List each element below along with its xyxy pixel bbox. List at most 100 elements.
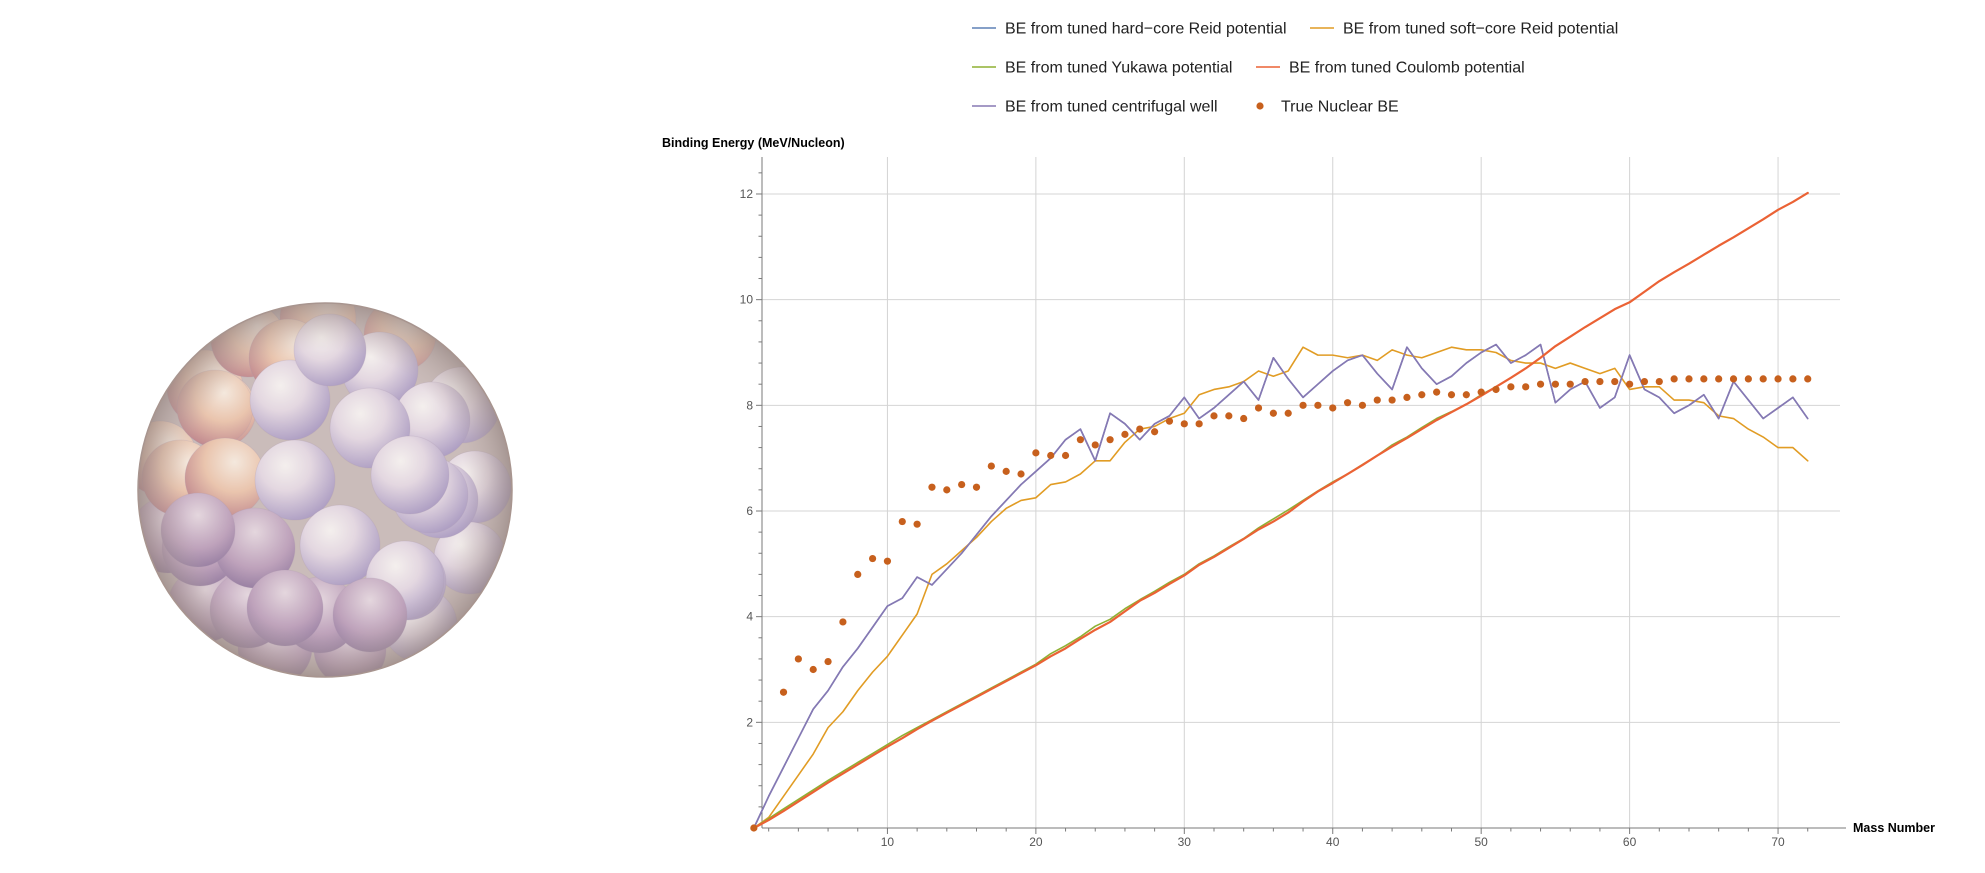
data-point [1729,375,1738,383]
x-tick-label: 40 [1326,835,1340,849]
data-point [1626,380,1634,388]
data-point [1670,375,1678,383]
data-point [1536,380,1545,388]
data-point [854,570,862,578]
series-line [753,346,1809,829]
data-point [1581,377,1589,386]
data-point [958,480,966,489]
data-point [1225,412,1233,420]
series-be-from-tuned-coulomb-potential [752,191,1809,830]
data-point [1507,383,1515,391]
data-point [1180,420,1188,428]
data-point [839,618,847,626]
data-point [1002,467,1010,475]
x-axis-label: Mass Number [1853,821,1935,835]
nucleus-shell-rim [137,302,513,678]
data-point [1685,375,1693,383]
legend-label: BE from tuned Yukawa potential [1005,60,1232,77]
data-point [794,655,802,663]
legend-label: BE from tuned Coulomb potential [1289,60,1525,77]
data-point [1091,441,1099,449]
data-point [1759,375,1767,383]
data-point [1165,417,1174,425]
series-layer [750,191,1812,832]
series-be-from-tuned-hard-core-reid-potential [753,343,1809,829]
data-point [1433,388,1441,396]
data-point [943,486,951,494]
series-be-from-tuned-centrifugal-well [753,343,1809,829]
data-point [987,462,995,470]
data-point [1061,451,1070,460]
axes [761,157,1846,829]
legend-label: BE from tuned hard−core Reid potential [1005,21,1287,38]
data-point [750,824,758,832]
data-point [1715,375,1723,383]
data-point [1269,409,1277,417]
data-point [1017,470,1025,478]
data-point [1373,396,1381,404]
data-point [1744,375,1752,383]
data-point [1522,383,1530,391]
data-point [1774,375,1782,383]
y-tick-label: 6 [746,504,753,518]
legend-swatch [1256,102,1264,110]
data-point [898,517,906,526]
data-point [1477,388,1485,396]
data-point [1254,404,1263,412]
data-point [1403,393,1411,401]
legend-item-be-from-tuned-centrifugal-well: BE from tuned centrifugal well [972,99,1218,116]
data-point [1299,401,1307,409]
data-point [1789,375,1797,383]
data-point [1047,451,1055,460]
series-line [753,343,1809,829]
legend-label: True Nuclear BE [1281,99,1399,116]
y-tick-label: 2 [746,715,753,729]
series-line [752,191,1809,830]
legend-label: BE from tuned soft−core Reid potential [1343,21,1618,38]
data-point [928,483,936,491]
legend-item-be-from-tuned-coulomb-potential: BE from tuned Coulomb potential [1256,60,1525,77]
legend-label: BE from tuned centrifugal well [1005,99,1218,116]
data-point [1121,430,1129,438]
data-point [1032,449,1040,457]
data-point [809,665,817,674]
data-point [1106,436,1114,444]
x-tick-label: 50 [1474,835,1488,849]
data-point [1700,375,1708,383]
binding-energy-chart: 10 20 30 40 50 60 70 2 4 6 8 10 12 Binding Energy (M… [662,136,1935,849]
y-tick-label: 10 [740,293,754,307]
data-point [824,657,832,666]
y-axis-label: Binding Energy (MeV/Nucleon) [662,136,845,150]
x-tick-label: 10 [881,835,895,849]
data-point [1151,428,1159,436]
series-true-nuclear-be [750,375,1812,832]
data-point [868,554,877,563]
data-point [1640,377,1649,386]
data-point [1418,391,1426,399]
data-point [1462,391,1470,399]
data-point [779,688,788,696]
data-point [1388,396,1396,404]
y-tick-label: 4 [746,610,753,624]
data-point [1343,399,1352,407]
data-point [1195,420,1203,428]
data-point [1566,380,1574,388]
nucleus-illustration [137,302,513,678]
x-tick-label: 60 [1623,835,1637,849]
legend-item-be-from-tuned-soft-core-reid-potential: BE from tuned soft−core Reid potential [1310,21,1618,38]
data-point [1596,377,1604,386]
data-point [1358,401,1367,409]
data-point [883,557,892,565]
data-point [972,483,981,491]
series-be-from-tuned-soft-core-reid-potential [753,346,1809,829]
y-tick-label: 8 [746,398,753,412]
x-tick-label: 20 [1029,835,1043,849]
data-point [1329,404,1337,412]
legend-item-be-from-tuned-hard-core-reid-potential: BE from tuned hard−core Reid potential [972,21,1287,38]
data-point [1076,436,1085,444]
y-tick-label: 12 [740,187,754,201]
data-point [1804,375,1812,383]
data-point [1136,425,1144,433]
tick-marks: 10 20 30 40 50 60 70 2 4 6 8 10 12 [740,172,1809,849]
